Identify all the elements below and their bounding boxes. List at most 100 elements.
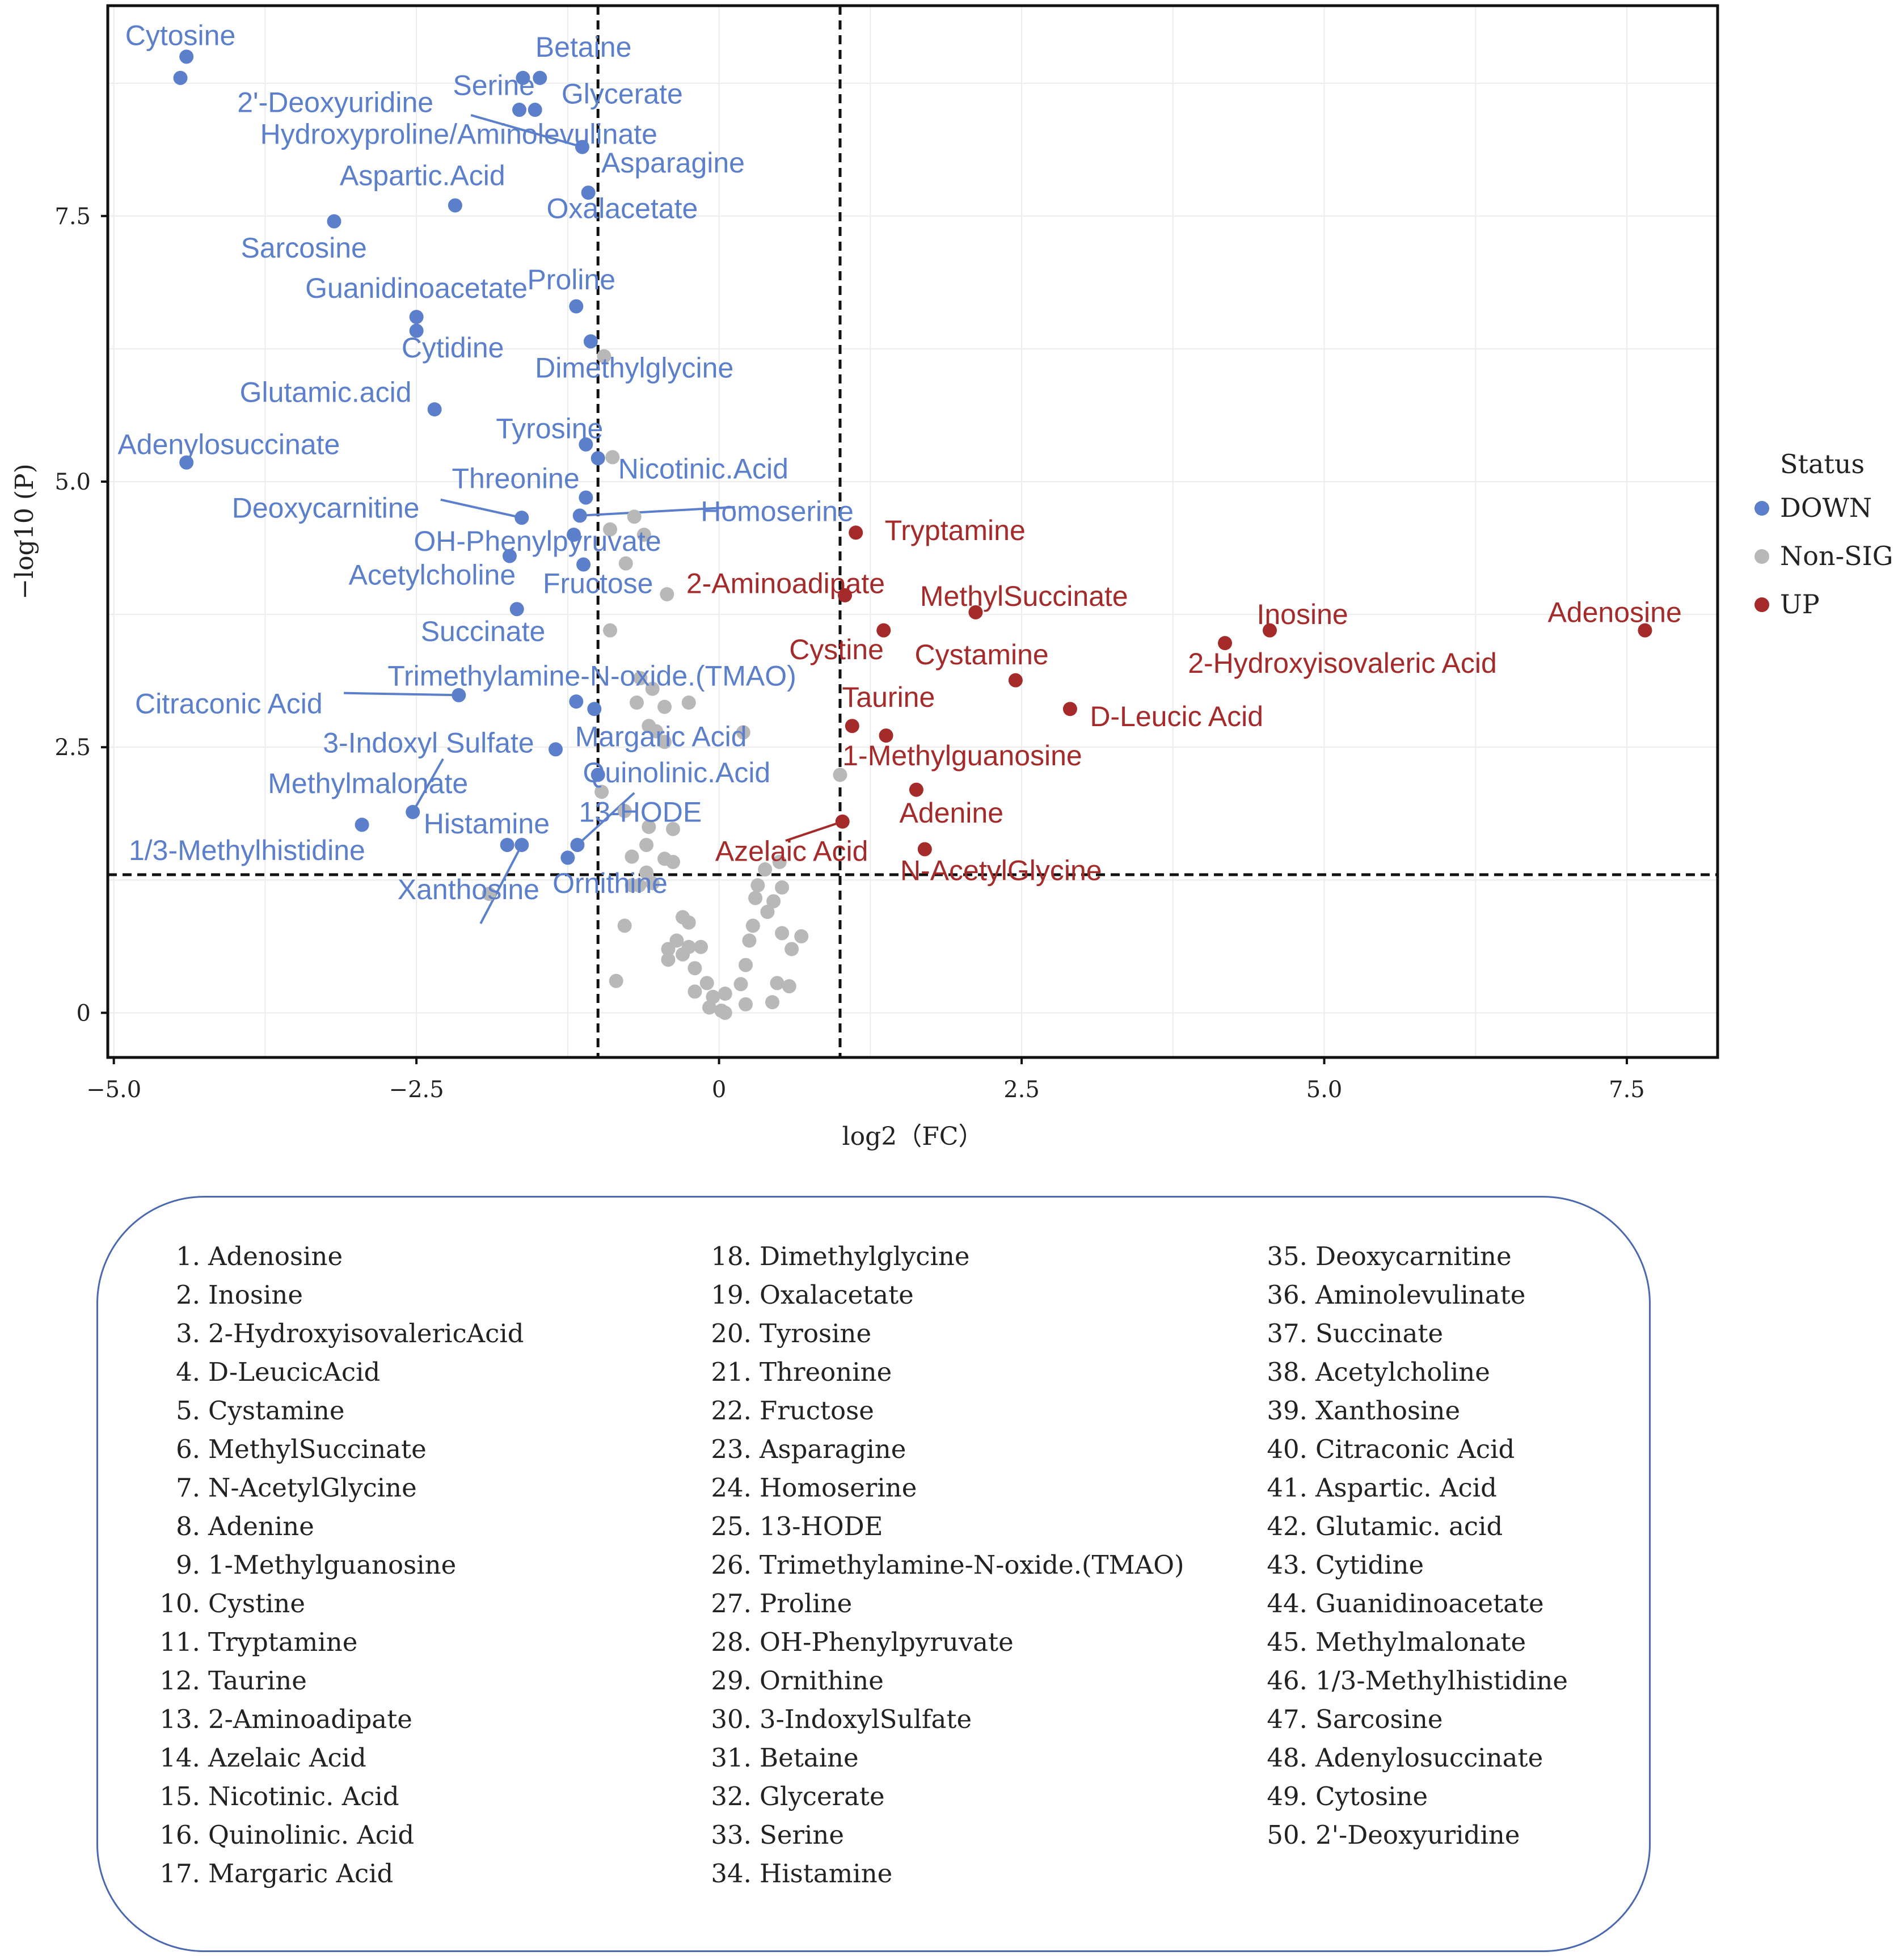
leader-line xyxy=(440,498,522,519)
metabolite-number: 3. xyxy=(176,1318,200,1348)
metabolite-name: Homoserine xyxy=(760,1473,917,1503)
metabolite-list-item: 39. Xanthosine xyxy=(1262,1392,1568,1430)
point-label: Margaric Acid xyxy=(575,720,747,752)
leader-line xyxy=(479,844,523,924)
metabolite-name: Asparagine xyxy=(760,1434,906,1464)
leader-line xyxy=(576,792,635,846)
metabolite-number: 2. xyxy=(176,1280,200,1310)
metabolite-number: 33. xyxy=(711,1820,752,1850)
metabolite-list-item: 8. Adenine xyxy=(155,1507,524,1546)
metabolite-list-item: 13. 2-Aminoadipate xyxy=(155,1700,524,1739)
data-point xyxy=(406,804,420,819)
metabolite-number: 46. xyxy=(1267,1666,1307,1696)
metabolite-number: 14. xyxy=(159,1743,200,1773)
metabolite-list-item: 45. Methylmalonate xyxy=(1262,1623,1568,1662)
x-tick-label: −5.0 xyxy=(86,1077,141,1103)
data-point xyxy=(603,623,618,638)
data-point xyxy=(587,702,602,716)
data-point xyxy=(1218,636,1233,651)
point-label: Histamine xyxy=(424,808,550,840)
metabolite-number: 43. xyxy=(1267,1550,1307,1580)
x-tick-label: 5.0 xyxy=(1306,1077,1343,1103)
data-point xyxy=(591,768,605,782)
point-label: 13-HODE xyxy=(579,796,702,828)
leader-line xyxy=(785,820,843,842)
data-point xyxy=(666,854,681,869)
metabolite-list-item: 27. Proline xyxy=(706,1584,1184,1623)
data-point xyxy=(570,837,585,852)
metabolite-number: 44. xyxy=(1267,1588,1307,1618)
metabolite-number: 47. xyxy=(1267,1704,1307,1734)
metabolite-number: 13. xyxy=(159,1704,200,1734)
metabolite-number: 23. xyxy=(711,1434,752,1464)
metabolite-list-item: 34. Histamine xyxy=(706,1854,1184,1893)
point-label: 2-Hydroxyisovaleric Acid xyxy=(1188,647,1497,679)
point-label: Trimethylamine-N-oxide.(TMAO) xyxy=(387,660,796,692)
data-point xyxy=(603,522,618,537)
data-point xyxy=(642,820,656,834)
metabolite-name: Cystine xyxy=(208,1588,306,1618)
data-point xyxy=(1638,623,1652,638)
data-point xyxy=(876,623,891,638)
data-point xyxy=(629,696,644,710)
point-label: Tyrosine xyxy=(496,412,603,444)
point-label: Cystine xyxy=(789,634,884,665)
metabolite-name: 2-Aminoadipate xyxy=(208,1704,412,1734)
point-label: Oxalacetate xyxy=(546,193,698,225)
point-label: Deoxycarnitine xyxy=(232,492,420,524)
point-label: Xanthosine xyxy=(398,874,539,905)
data-point xyxy=(516,70,530,85)
metabolite-name: Deoxycarnitine xyxy=(1315,1241,1512,1271)
metabolite-number: 35. xyxy=(1267,1241,1307,1271)
metabolite-name: Taurine xyxy=(208,1666,307,1696)
metabolite-name: Glycerate xyxy=(760,1781,885,1811)
grid xyxy=(108,6,1718,1057)
metabolite-number: 4. xyxy=(176,1357,200,1387)
metabolite-list-item: 28. OH-Phenylpyruvate xyxy=(706,1623,1184,1662)
metabolite-number: 29. xyxy=(711,1666,752,1696)
point-label: Citraconic Acid xyxy=(135,688,323,719)
data-point xyxy=(618,556,633,571)
metabolite-name: Cytidine xyxy=(1315,1550,1424,1580)
data-point xyxy=(766,894,781,909)
point-label: Cytosine xyxy=(125,19,236,51)
data-point xyxy=(572,508,587,523)
metabolite-list-item: 21. Threonine xyxy=(706,1353,1184,1392)
metabolite-name: Citraconic Acid xyxy=(1315,1434,1515,1464)
metabolite-number: 1. xyxy=(176,1241,200,1271)
point-label: Fructose xyxy=(543,568,653,600)
data-point xyxy=(750,878,765,893)
metabolite-list-item: 26. Trimethylamine-N-oxide.(TMAO) xyxy=(706,1546,1184,1584)
metabolite-list-item: 18. Dimethylglycine xyxy=(706,1237,1184,1276)
metabolite-name: Oxalacetate xyxy=(760,1280,914,1310)
metabolite-list-item: 5. Cystamine xyxy=(155,1392,524,1430)
point-label: MethylSuccinate xyxy=(920,580,1128,612)
data-point xyxy=(448,198,462,213)
metabolite-number: 34. xyxy=(711,1858,752,1889)
metabolite-list-item: 7. N-AcetylGlycine xyxy=(155,1469,524,1507)
x-tick-label: 0 xyxy=(712,1077,726,1103)
data-point xyxy=(636,528,651,542)
data-point xyxy=(760,904,775,919)
data-point xyxy=(591,451,605,466)
data-point xyxy=(482,887,496,901)
point-label: Cystamine xyxy=(915,639,1049,671)
metabolite-name: 2'-Deoxyuridine xyxy=(1315,1820,1520,1850)
data-point xyxy=(742,933,757,948)
metabolite-list-item: 4. D-LeucicAcid xyxy=(155,1353,524,1392)
data-point xyxy=(661,942,676,956)
y-tick-label: 7.5 xyxy=(54,204,91,230)
leader-line xyxy=(411,758,444,813)
metabolite-list-item: 29. Ornithine xyxy=(706,1662,1184,1700)
metabolite-list-item: 20. Tyrosine xyxy=(706,1314,1184,1353)
point-label: Adenylosuccinate xyxy=(117,428,340,460)
metabolite-name: 3-IndoxylSulfate xyxy=(760,1704,972,1734)
metabolite-list-column: 18. Dimethylglycine 19. Oxalacetate 20. Tyros… xyxy=(706,1237,1184,1893)
x-tick-label: 2.5 xyxy=(1003,1077,1040,1103)
metabolite-name: N-AcetylGlycine xyxy=(208,1473,417,1503)
metabolite-list-item: 10. Cystine xyxy=(155,1584,524,1623)
data-point xyxy=(733,977,748,992)
data-point xyxy=(179,49,194,64)
data-point xyxy=(179,455,194,470)
point-label: Inosine xyxy=(1256,598,1348,630)
